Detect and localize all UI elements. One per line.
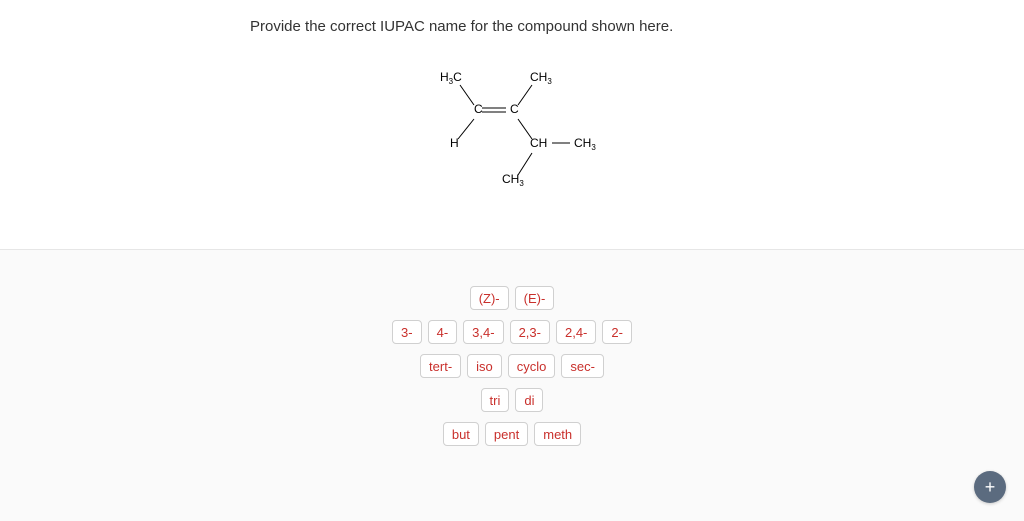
answer-chip[interactable]: 3,4-: [463, 320, 503, 344]
answer-chip[interactable]: 2,4-: [556, 320, 596, 344]
mol-label: CH3: [574, 136, 596, 152]
molecular-structure-svg: H3CCH3CCHCHCH3CH3: [402, 63, 622, 213]
answer-chip[interactable]: 2-: [602, 320, 632, 344]
answer-chip[interactable]: (Z)-: [470, 286, 509, 310]
mol-label: C: [474, 102, 483, 116]
mol-label: H3C: [440, 70, 462, 86]
answer-chip[interactable]: di: [515, 388, 543, 412]
lower-panel: (Z)-(E)- 3-4-3,4- 2,3-2,4-2- tert-isocyclos…: [0, 250, 1024, 521]
answer-chip[interactable]: meth: [534, 422, 581, 446]
chip-row: (Z)-(E)-: [470, 286, 555, 310]
answer-chip[interactable]: 3-: [392, 320, 422, 344]
chip-row: 3-4-3,4- 2,3-2,4-2-: [392, 320, 632, 344]
question-prompt-text: Provide the correct IUPAC name for the c…: [250, 18, 673, 35]
chip-row: tert-isocyclosec-: [420, 354, 604, 378]
chip-row: butpentmeth: [443, 422, 581, 446]
mol-label: H: [450, 136, 459, 150]
mol-label: C: [510, 102, 519, 116]
chip-rows-container: (Z)-(E)- 3-4-3,4- 2,3-2,4-2- tert-isocyclos…: [0, 286, 1024, 446]
question-prompt: Provide the correct IUPAC name for the c…: [0, 18, 1024, 35]
mol-label: CH3: [530, 70, 552, 86]
upper-panel: Provide the correct IUPAC name for the c…: [0, 0, 1024, 213]
structure-container: H3CCH3CCHCHCH3CH3: [0, 63, 1024, 213]
answer-chip[interactable]: tert-: [420, 354, 461, 378]
plus-icon: +: [985, 477, 996, 498]
answer-chip[interactable]: but: [443, 422, 479, 446]
answer-chip[interactable]: tri: [481, 388, 510, 412]
answer-chip[interactable]: 4-: [428, 320, 458, 344]
answer-chip[interactable]: iso: [467, 354, 502, 378]
answer-chip[interactable]: 2,3-: [510, 320, 550, 344]
mol-label: CH3: [502, 172, 524, 188]
answer-chip[interactable]: cyclo: [508, 354, 556, 378]
chip-row: tridi: [481, 388, 544, 412]
add-fab-button[interactable]: +: [974, 471, 1006, 503]
mol-label: CH: [530, 136, 547, 150]
answer-chip[interactable]: (E)-: [515, 286, 555, 310]
answer-chip[interactable]: sec-: [561, 354, 604, 378]
page-root: Provide the correct IUPAC name for the c…: [0, 0, 1024, 521]
answer-chip[interactable]: pent: [485, 422, 528, 446]
